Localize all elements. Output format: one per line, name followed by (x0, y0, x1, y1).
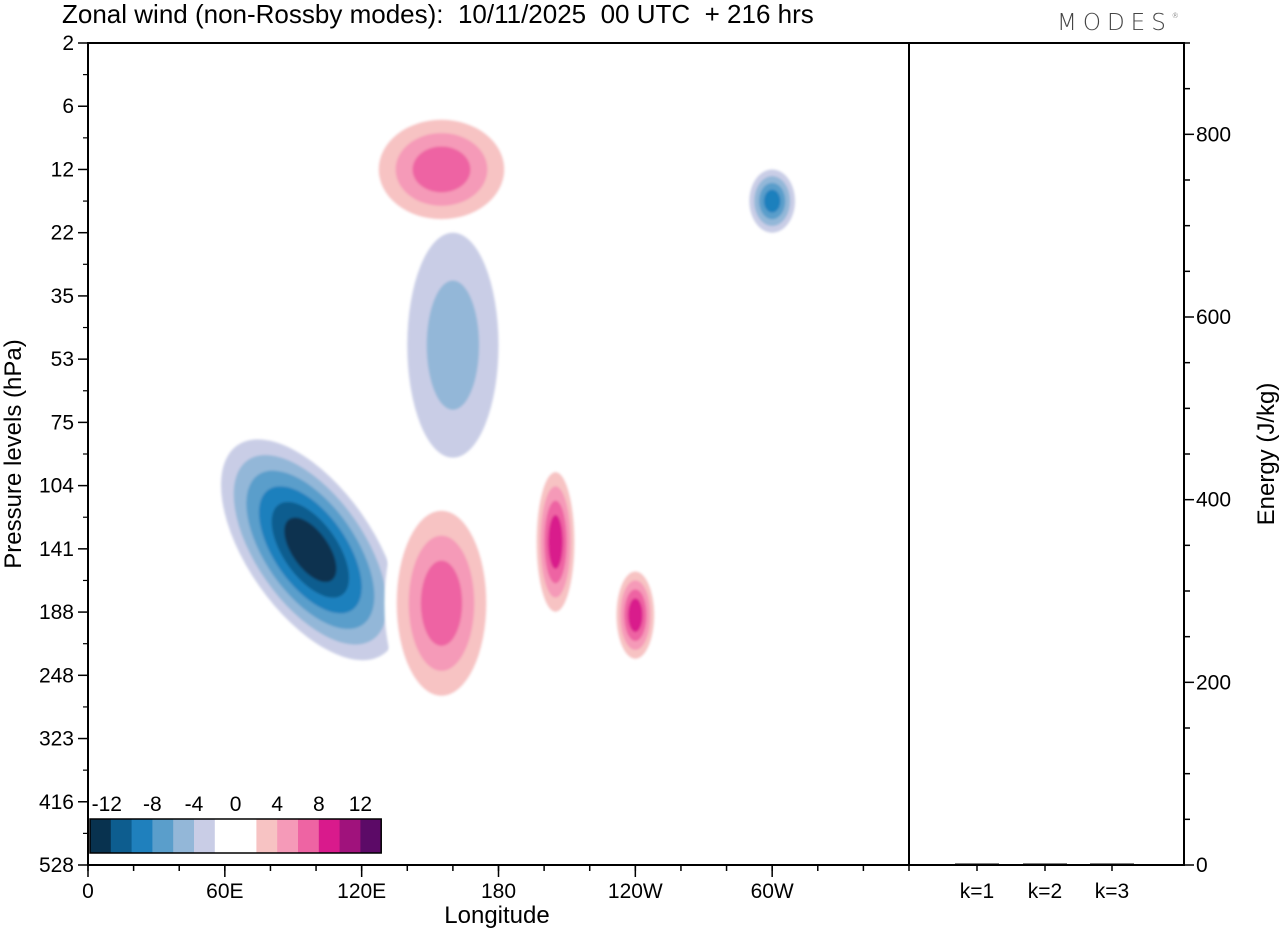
contour-level-8 (420, 560, 463, 646)
wind-feature-6 (749, 169, 795, 233)
y-tick-label: 141 (39, 538, 74, 561)
energy-bars: k=1 k=2 k=3 (955, 863, 1134, 903)
colorbar-label: 4 (271, 793, 283, 816)
colorbar-swatch (318, 819, 340, 853)
x-tick-label: 180 (481, 880, 516, 903)
colorbar-swatch (360, 819, 382, 853)
x-tick-label: 120E (337, 880, 386, 903)
colorbar-swatch (277, 819, 299, 853)
y-tick-label: 248 (39, 664, 74, 687)
colorbar-label: 8 (313, 793, 325, 816)
energy-tick-label: 600 (1196, 306, 1231, 329)
wind-feature-1 (384, 485, 499, 721)
contour-level-8 (412, 146, 471, 193)
colorbar-label: -12 (92, 793, 122, 816)
wind-feature-0 (221, 439, 400, 661)
wind-feature-4 (361, 106, 522, 233)
contour-level--4 (426, 280, 480, 410)
colorbar-label: 12 (349, 793, 372, 816)
energy-axis-title: Energy (J/kg) (1253, 383, 1280, 526)
wind-feature-3 (612, 562, 659, 668)
colorbar-swatch (110, 819, 132, 853)
y-tick-label: 104 (39, 475, 74, 498)
energy-tick-label: 400 (1196, 489, 1231, 512)
contour-level--12 (284, 517, 337, 583)
energy-bar-label: k=2 (1028, 880, 1062, 903)
y-tick-label: 416 (39, 791, 74, 814)
energy-bar-k=1 (955, 863, 999, 865)
colorbar-swatch (235, 819, 257, 853)
colorbar-swatch (90, 819, 112, 853)
energy-tick-label: 800 (1196, 123, 1231, 146)
colorbar-swatch (173, 819, 195, 853)
colorbar-label: -8 (143, 793, 162, 816)
y-axis-title: Pressure levels (hPa) (0, 339, 27, 568)
logo-text: MODES (1057, 10, 1172, 36)
y-tick-label: 12 (51, 158, 74, 181)
y-tick-label: 35 (51, 285, 74, 308)
y-tick-label: 22 (51, 222, 74, 245)
y-tick-label: 53 (51, 348, 74, 371)
x-axis-title: Longitude (444, 902, 549, 929)
y-tick-label: 528 (39, 854, 74, 877)
colorbar-swatch (194, 819, 216, 853)
wind-feature-5 (407, 232, 499, 458)
x-tick-label: 60E (206, 880, 243, 903)
colorbar-label: -4 (185, 793, 204, 816)
energy-bar-label: k=1 (960, 880, 994, 903)
x-tick-label: 0 (82, 880, 94, 903)
contour-level-10 (548, 514, 563, 569)
colorbar-swatch (131, 819, 153, 853)
y-tick-label: 6 (62, 95, 74, 118)
modes-logo: MODES® (1057, 10, 1179, 36)
colorbar-frame (89, 818, 382, 854)
registered-mark-icon: ® (1171, 12, 1179, 20)
y-tick-label: 2 (62, 32, 74, 55)
contour-level--8 (763, 189, 781, 213)
y-tick-label: 188 (39, 601, 74, 624)
x-tick-label: 120W (608, 880, 663, 903)
colorbar-swatch (256, 819, 278, 853)
heatmap-plot (221, 106, 795, 721)
energy-axis: 0 200 400 600 800 (1184, 42, 1231, 877)
colorbar-swatch (214, 819, 236, 853)
colorbar-label: 0 (230, 793, 242, 816)
energy-plot-frame (908, 42, 1185, 866)
energy-bar-label: k=3 (1095, 880, 1129, 903)
colorbar: -12 -8 -4 0 4 8 12 (89, 793, 382, 854)
x-axis: 0 60E 120E 180 120W 60W (82, 865, 910, 903)
contour-level-10 (628, 598, 643, 632)
colorbar-swatch (339, 819, 361, 853)
wind-feature-2 (532, 457, 579, 627)
y-axis: 2 6 12 22 35 53 75 104 141 188 248 323 416 528 (39, 32, 88, 877)
y-tick-label: 75 (51, 411, 74, 434)
energy-tick-label: 200 (1196, 671, 1231, 694)
chart-title: Zonal wind (non-Rossby modes): 10/11/202… (62, 0, 814, 29)
x-tick-label: 60W (751, 880, 794, 903)
energy-tick-label: 0 (1196, 854, 1208, 877)
y-tick-label: 323 (39, 728, 74, 751)
colorbar-swatch (152, 819, 174, 853)
colorbar-swatch (298, 819, 320, 853)
energy-bar-k=2 (1023, 863, 1067, 865)
energy-bar-k=3 (1090, 863, 1134, 865)
